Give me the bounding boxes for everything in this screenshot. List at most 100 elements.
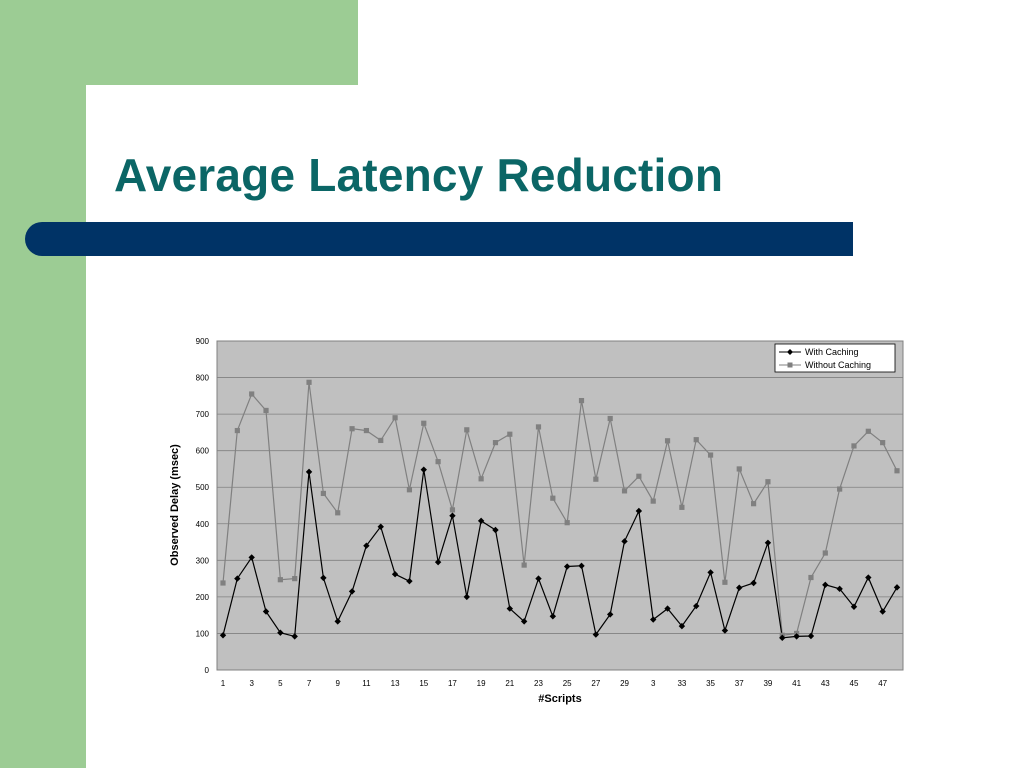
x-tick-label: 33 [677, 679, 686, 688]
data-point-with-caching [506, 605, 514, 612]
x-tick-label: 27 [591, 679, 600, 688]
x-tick-label: 37 [735, 679, 744, 688]
data-point-without-caching [679, 504, 685, 510]
data-point-without-caching [837, 486, 843, 492]
data-point-without-caching [736, 466, 742, 472]
data-point-without-caching [636, 473, 642, 479]
data-point-with-caching [334, 618, 341, 625]
x-tick-label: 11 [362, 679, 371, 688]
decorative-green-strip [0, 0, 86, 768]
data-point-without-caching [535, 424, 542, 430]
legend-box [774, 343, 896, 373]
data-point-without-caching [292, 576, 298, 582]
data-point-without-caching [335, 510, 341, 516]
data-point-without-caching [822, 550, 828, 556]
data-point-without-caching [750, 501, 757, 507]
data-point-with-caching [793, 633, 800, 640]
y-tick-labels: 0 100 200 300 400 500 600 700 800 900 [196, 337, 210, 675]
data-point-with-caching [736, 584, 743, 591]
data-point-with-caching [879, 608, 886, 615]
data-point-without-caching [621, 488, 628, 494]
data-point-without-caching [277, 577, 283, 583]
y-tick-label: 100 [196, 629, 210, 638]
data-point-without-caching [363, 427, 370, 434]
data-point-without-caching [650, 498, 656, 504]
x-tick-label: 41 [792, 679, 801, 688]
x-tick-label: 29 [620, 679, 629, 688]
x-tick-label: 19 [477, 679, 486, 688]
data-point-without-caching [421, 420, 427, 426]
x-tick-label: 9 [335, 679, 340, 688]
x-tick-label: 35 [706, 679, 715, 688]
data-point-without-caching [894, 468, 900, 474]
data-point-with-caching [592, 631, 600, 638]
data-point-without-caching [865, 428, 871, 434]
title-underline-bar [25, 222, 853, 256]
data-point-without-caching [693, 437, 699, 443]
data-point-with-caching [850, 603, 858, 610]
legend-square-icon [787, 362, 793, 368]
y-axis-label: Observed Delay (msec) [169, 444, 181, 566]
data-point-without-caching [607, 415, 613, 422]
data-point-with-caching [463, 593, 470, 601]
x-tick-label: 39 [763, 679, 772, 688]
y-tick-label: 800 [196, 374, 210, 383]
data-point-without-caching [378, 437, 384, 444]
data-point-with-caching [262, 608, 270, 615]
y-tick-label: 500 [196, 483, 210, 492]
data-point-without-caching [220, 580, 226, 586]
data-point-with-caching [865, 574, 872, 581]
legend-diamond-icon [787, 349, 793, 355]
data-point-without-caching [464, 427, 470, 433]
x-tick-label: 7 [307, 679, 312, 688]
data-point-without-caching [722, 579, 728, 585]
data-point-without-caching [593, 476, 599, 482]
y-tick-label: 300 [196, 556, 210, 565]
data-point-without-caching [851, 443, 857, 449]
data-point-with-caching [721, 627, 729, 634]
data-point-without-caching [880, 440, 886, 446]
data-point-with-caching [635, 507, 643, 515]
x-tick-labels: 1 3 5 7 9 11 13 15 17 19 21 23 25 27 29 3 33 35 37 39 41 43 45… [221, 679, 888, 688]
y-tick-label: 200 [196, 593, 210, 602]
data-point-without-caching [406, 487, 413, 493]
plot-area [216, 340, 904, 671]
gridlines [217, 377, 903, 634]
data-point-with-caching [836, 585, 843, 593]
data-point-without-caching [550, 495, 556, 501]
data-point-without-caching [349, 426, 355, 432]
x-tick-label: 43 [821, 679, 830, 688]
x-tick-label: 17 [448, 679, 457, 688]
data-point-without-caching [507, 431, 513, 437]
data-point-without-caching [263, 407, 269, 414]
x-tick-label: 5 [278, 679, 283, 688]
data-point-without-caching [449, 507, 456, 513]
x-tick-label: 3 [249, 679, 254, 688]
y-tick-label: 0 [205, 666, 210, 675]
legend: With Caching Without Caching [774, 343, 896, 373]
x-tick-label: 13 [391, 679, 400, 688]
x-axis-label: #Scripts [538, 693, 581, 705]
x-tick-label: 21 [505, 679, 514, 688]
data-point-without-caching [392, 415, 398, 421]
legend-label-with-caching: With Caching [805, 347, 859, 357]
x-tick-label: 1 [221, 679, 226, 688]
data-point-without-caching [306, 379, 312, 385]
data-point-without-caching [492, 440, 499, 446]
data-point-without-caching [578, 397, 585, 404]
y-tick-label: 900 [196, 337, 210, 346]
y-tick-label: 700 [196, 410, 210, 419]
data-point-without-caching [664, 438, 671, 444]
data-point-without-caching [808, 574, 814, 581]
y-tick-label: 400 [196, 520, 210, 529]
data-point-with-caching [650, 616, 657, 623]
x-tick-label: 23 [534, 679, 543, 688]
data-point-without-caching [478, 476, 484, 482]
data-point-without-caching [521, 562, 527, 568]
x-tick-label: 15 [419, 679, 428, 688]
data-point-without-caching [564, 520, 570, 526]
data-point-with-caching [291, 633, 298, 640]
x-tick-label: 45 [850, 679, 859, 688]
x-tick-label: 3 [651, 679, 656, 688]
